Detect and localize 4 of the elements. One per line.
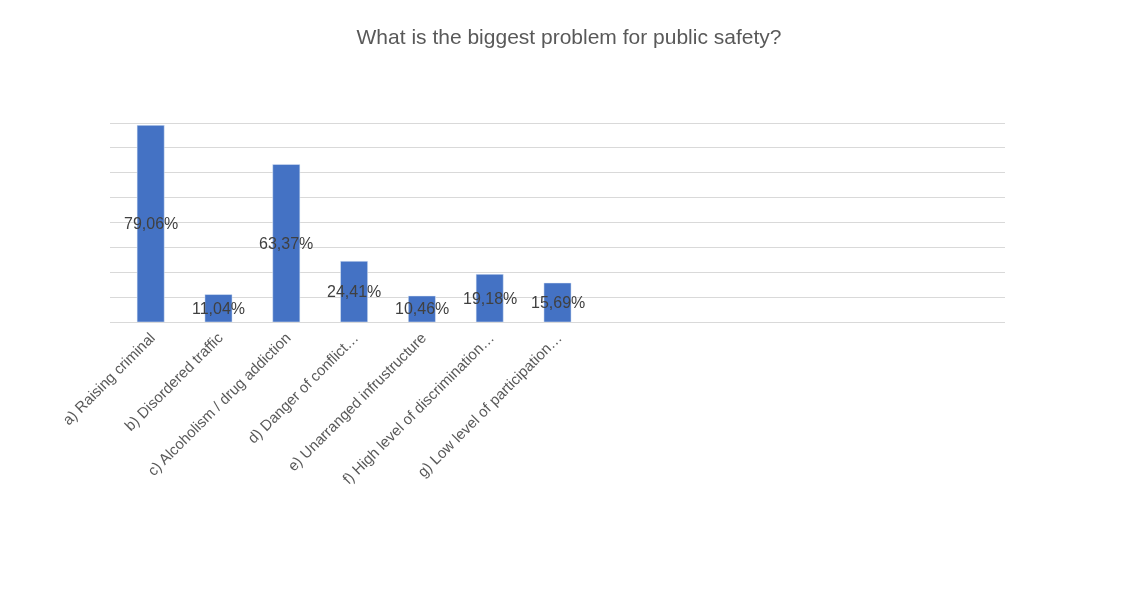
- data-label: 19,18%: [463, 290, 518, 307]
- data-label: 79,06%: [124, 215, 179, 232]
- data-label: 63,37%: [259, 235, 314, 252]
- chart-title: What is the biggest problem for public safety?: [356, 25, 782, 49]
